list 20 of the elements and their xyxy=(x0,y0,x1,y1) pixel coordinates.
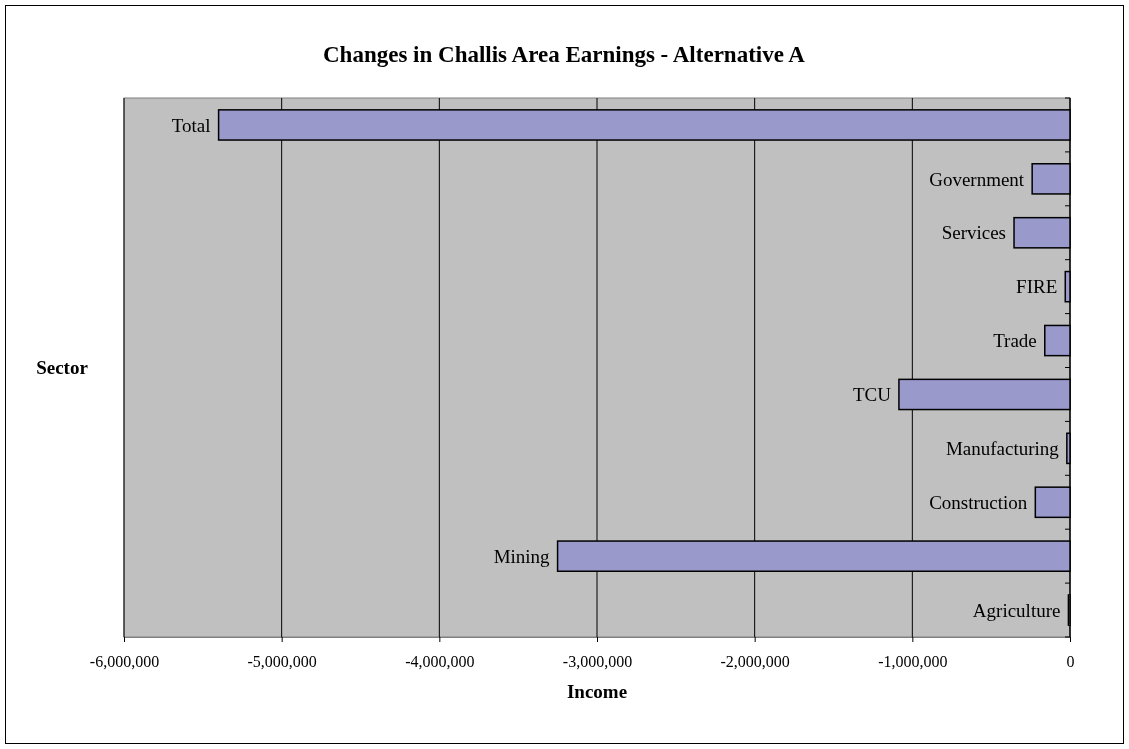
x-axis-title: Income xyxy=(566,681,628,702)
y-tick-label: Total xyxy=(171,114,211,136)
x-tick-label: -1,000,000 xyxy=(878,653,948,671)
y-tick-label: Government xyxy=(929,168,1025,190)
y-tick-label: Construction xyxy=(929,491,1028,513)
x-tick-label: -5,000,000 xyxy=(247,653,317,671)
x-tick-label: -4,000,000 xyxy=(405,653,475,671)
x-tick-label: -3,000,000 xyxy=(562,653,633,671)
y-axis-title: Sector xyxy=(36,357,89,378)
y-tick-label: Trade xyxy=(993,330,1037,352)
x-tick-label: -6,000,000 xyxy=(89,653,160,671)
x-tick-label: -2,000,000 xyxy=(720,653,790,671)
y-tick-label: TCU xyxy=(852,384,892,406)
y-tick-label: Agriculture xyxy=(972,599,1061,621)
y-tick-label: Mining xyxy=(493,545,551,567)
y-tick-label: Manufacturing xyxy=(945,438,1060,459)
y-tick-label: Services xyxy=(941,222,1007,244)
chart-title: Changes in Challis Area Earnings - Alternative A xyxy=(323,42,806,67)
y-tick-label: FIRE xyxy=(1016,276,1058,298)
x-tick-label: 0 xyxy=(1066,653,1075,671)
